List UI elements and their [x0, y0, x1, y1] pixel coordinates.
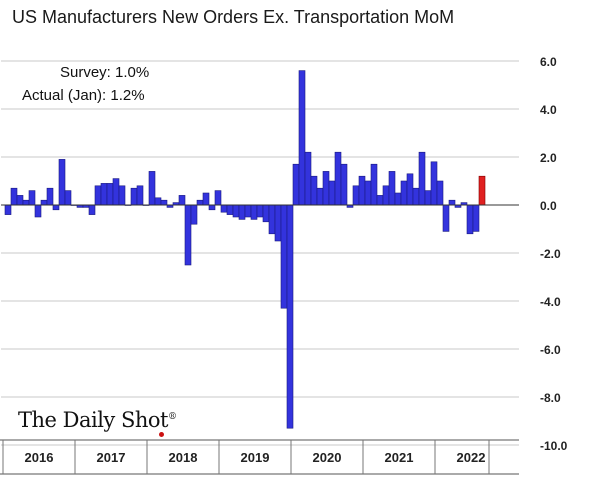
bar — [424, 190, 432, 206]
bar — [94, 185, 102, 206]
bar — [130, 187, 138, 206]
bar — [328, 180, 336, 206]
bar — [370, 163, 378, 206]
y-tick-label: 0.0 — [540, 199, 557, 213]
bar — [292, 163, 300, 206]
bar — [220, 204, 228, 213]
bar — [274, 204, 282, 242]
bar — [148, 171, 156, 206]
y-tick-label: -6.0 — [540, 343, 561, 357]
bar — [4, 204, 12, 215]
bar — [280, 204, 288, 309]
chart-title: US Manufacturers New Orders Ex. Transpor… — [12, 7, 455, 27]
bar — [376, 195, 384, 206]
bar — [16, 195, 24, 206]
bar — [448, 199, 456, 206]
bar — [214, 190, 222, 206]
bar — [262, 204, 270, 223]
bar — [28, 190, 36, 206]
bar — [268, 204, 276, 235]
y-axis-ticks: 6.0 4.0 2.0 0.0 -2.0 -4.0 -6.0 -8.0 -10.0 — [540, 55, 568, 453]
bar — [160, 199, 168, 206]
bar — [352, 185, 360, 206]
y-tick-label: -2.0 — [540, 247, 561, 261]
y-tick-label: -8.0 — [540, 391, 561, 405]
bar — [106, 183, 114, 206]
survey-annotation: Survey: 1.0% — [60, 64, 150, 81]
bar — [46, 187, 54, 206]
bar — [100, 183, 108, 206]
bar — [250, 204, 258, 220]
bar — [388, 171, 396, 206]
daily-shot-logo: The Daily Shot® — [18, 408, 177, 432]
bar — [442, 204, 450, 232]
bar — [322, 171, 330, 206]
y-tick-label: -4.0 — [540, 295, 561, 309]
bar — [34, 204, 42, 218]
x-axis-years: 2016 2017 2018 2019 2020 2021 2022 — [0, 439, 519, 475]
bar — [58, 159, 66, 206]
x-tick-label: 2020 — [313, 450, 342, 465]
bar — [190, 204, 198, 225]
bar — [256, 204, 264, 218]
x-tick-label: 2016 — [25, 450, 54, 465]
bar — [178, 195, 186, 206]
y-tick-label: 6.0 — [540, 55, 557, 69]
bar — [472, 204, 480, 232]
bar — [118, 185, 126, 206]
x-tick-label: 2021 — [385, 450, 414, 465]
bar — [112, 178, 120, 206]
bar — [358, 175, 366, 206]
y-tick-label: -10.0 — [540, 439, 568, 453]
bar — [10, 187, 18, 206]
bar-series — [4, 70, 486, 429]
bar — [154, 197, 162, 206]
bar — [340, 163, 348, 206]
bar — [364, 180, 372, 206]
bar — [298, 70, 306, 206]
bar — [202, 192, 210, 206]
bar — [406, 173, 414, 206]
gridlines — [1, 60, 519, 446]
bar — [184, 204, 192, 266]
bar — [64, 190, 72, 206]
logo-red-dot — [159, 432, 164, 437]
bar — [430, 161, 438, 206]
bar — [136, 185, 144, 206]
bar — [436, 180, 444, 206]
bar — [226, 204, 234, 215]
bar — [316, 187, 324, 206]
bar — [208, 204, 216, 211]
bar — [22, 199, 30, 206]
bar — [40, 199, 48, 206]
bar-highlight — [478, 175, 486, 206]
y-tick-label: 4.0 — [540, 103, 557, 117]
x-tick-label: 2018 — [169, 450, 198, 465]
bar — [232, 204, 240, 218]
bar — [418, 151, 426, 206]
x-tick-label: 2019 — [241, 450, 270, 465]
bar — [394, 192, 402, 206]
logo-registered-mark: ® — [167, 412, 177, 422]
bar — [304, 151, 312, 206]
bar — [238, 204, 246, 220]
x-tick-label: 2017 — [97, 450, 126, 465]
bar — [88, 204, 96, 215]
actual-annotation: Actual (Jan): 1.2% — [22, 87, 145, 104]
bar — [286, 204, 294, 429]
bar — [400, 180, 408, 206]
x-tick-label: 2022 — [457, 450, 486, 465]
bar — [334, 151, 342, 206]
bar — [412, 187, 420, 206]
bar — [310, 175, 318, 206]
bar — [382, 185, 390, 206]
bar — [466, 204, 474, 235]
logo-text: The Daily Shot — [18, 408, 168, 432]
y-tick-label: 2.0 — [540, 151, 557, 165]
bar — [244, 204, 252, 218]
bar — [52, 204, 60, 211]
bar — [196, 199, 204, 206]
